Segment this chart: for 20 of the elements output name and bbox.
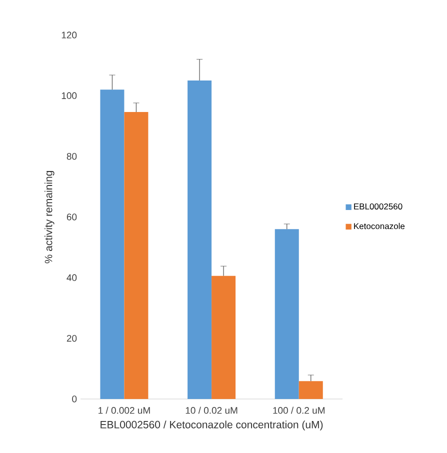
y-tick-label: 20: [67, 334, 77, 342]
bar: [100, 90, 124, 399]
y-tick-label: 60: [67, 214, 77, 220]
y-tick-label: 0: [72, 396, 77, 402]
legend-label: Ketoconazole: [354, 222, 405, 230]
x-tick-label: 100 / 0.2 uM: [273, 406, 325, 414]
y-tick-label: 100: [62, 92, 77, 100]
y-tick-label: 40: [66, 274, 77, 282]
bar: [275, 229, 300, 399]
x-axis-title: EBL0002560 / Ketoconazole concentration (uM): [100, 420, 323, 430]
y-tick-label: 120: [62, 32, 77, 38]
y-tick-label: 80: [67, 152, 77, 160]
x-tick-label: 10 / 0.02 uM: [186, 406, 238, 414]
x-tick-label: 1 / 0.002 uM: [98, 406, 150, 414]
bar: [299, 381, 324, 399]
bar: [188, 80, 212, 399]
bar: [124, 112, 148, 399]
y-axis-title: % activity remaining: [44, 171, 55, 264]
legend-label: EBL0002560: [354, 203, 402, 210]
bar: [212, 276, 236, 399]
